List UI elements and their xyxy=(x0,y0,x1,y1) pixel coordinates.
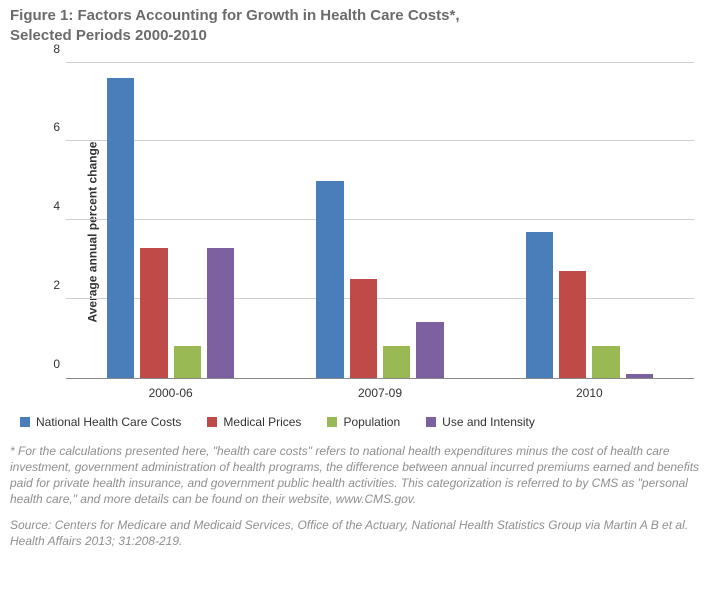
bar xyxy=(526,232,553,378)
legend-swatch xyxy=(327,417,337,427)
x-tick-label: 2000-06 xyxy=(76,386,264,400)
legend-label: Population xyxy=(343,415,400,429)
legend-item: Use and Intensity xyxy=(426,415,535,429)
bar xyxy=(207,248,234,378)
x-tick-label: 2010 xyxy=(495,386,683,400)
footnote: * For the calculations presented here, "… xyxy=(0,439,714,508)
bar-group: 2007-09 xyxy=(286,63,474,378)
legend-item: Medical Prices xyxy=(207,415,301,429)
bar-group: 2000-06 xyxy=(76,63,264,378)
legend-item: Population xyxy=(327,415,400,429)
chart-area: Average annual percent change 024682000-… xyxy=(10,57,704,407)
legend-label: Use and Intensity xyxy=(442,415,535,429)
figure-title: Figure 1: Factors Accounting for Growth … xyxy=(0,0,714,57)
legend-item: National Health Care Costs xyxy=(20,415,181,429)
y-tick-label: 4 xyxy=(38,199,60,213)
legend-swatch xyxy=(20,417,30,427)
source: Source: Centers for Medicare and Medicai… xyxy=(0,507,714,549)
y-tick-label: 0 xyxy=(38,357,60,371)
bar xyxy=(316,181,343,378)
figure-title-line1: Figure 1: Factors Accounting for Growth … xyxy=(10,7,460,24)
bar xyxy=(350,279,377,377)
legend-label: National Health Care Costs xyxy=(36,415,181,429)
bar xyxy=(559,271,586,377)
bar xyxy=(383,346,410,378)
legend-label: Medical Prices xyxy=(223,415,301,429)
y-tick-label: 6 xyxy=(38,120,60,134)
bar-group: 2010 xyxy=(495,63,683,378)
y-tick-label: 8 xyxy=(38,42,60,56)
x-tick-label: 2007-09 xyxy=(286,386,474,400)
bar xyxy=(592,346,619,378)
y-tick-label: 2 xyxy=(38,278,60,292)
plot-region: 024682000-062007-092010 xyxy=(66,63,694,379)
bar xyxy=(107,78,134,377)
legend: National Health Care Costs Medical Prices… xyxy=(20,415,704,429)
legend-swatch xyxy=(207,417,217,427)
bar xyxy=(416,322,443,377)
bar xyxy=(174,346,201,378)
bar xyxy=(626,374,653,378)
legend-swatch xyxy=(426,417,436,427)
bar xyxy=(140,248,167,378)
